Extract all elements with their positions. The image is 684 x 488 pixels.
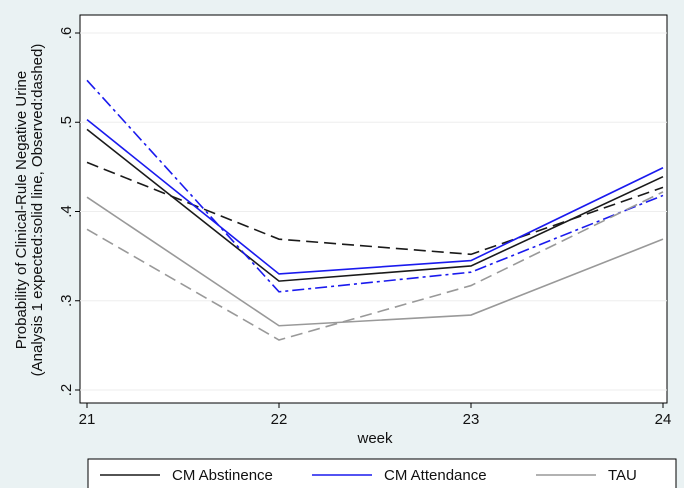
expected-line [86, 118, 664, 275]
y-tick-label: .3 [58, 294, 75, 307]
observed-line [86, 191, 664, 341]
x-tick-label: 22 [271, 411, 288, 428]
y-tick-label: .5 [58, 116, 75, 129]
legend-label: CM Abstinence [172, 467, 273, 484]
y-tick-label: .6 [58, 27, 75, 40]
x-tick-label: 23 [463, 411, 480, 428]
expected-line [86, 196, 664, 327]
observed-line [86, 79, 664, 293]
x-axis-title: week [356, 430, 393, 447]
y-tick-label: .2 [58, 384, 75, 397]
legend [87, 458, 677, 488]
y-axis-title: Probability of Clinical-Rule Negative Ur… [13, 71, 30, 349]
plot-area [79, 14, 668, 404]
x-tick-label: 24 [655, 411, 672, 428]
expected-line [86, 128, 664, 282]
legend-label: TAU [608, 467, 637, 484]
y-axis-title: (Analysis 1 expected:solid line, Observe… [29, 44, 46, 377]
x-tick-label: 21 [79, 411, 96, 428]
legend-label: CM Attendance [384, 467, 487, 484]
y-tick-label: .4 [58, 205, 75, 218]
